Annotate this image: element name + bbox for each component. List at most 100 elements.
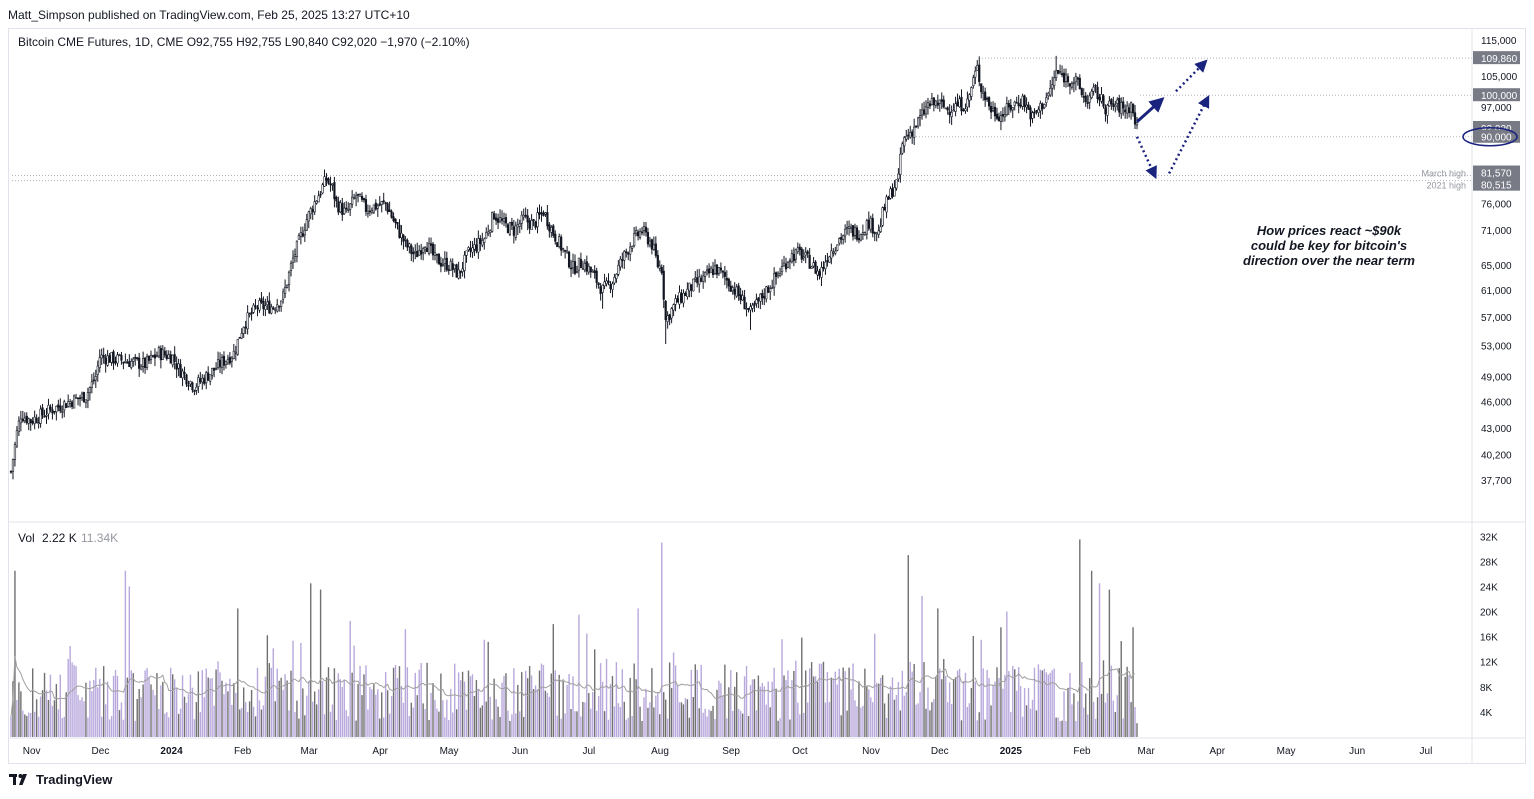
- volume-bar: [412, 707, 414, 737]
- volume-bar: [432, 683, 434, 737]
- volume-bar: [714, 719, 716, 737]
- volume-bar: [605, 658, 608, 737]
- volume-bar: [858, 681, 860, 737]
- volume-bar: [1057, 717, 1059, 737]
- volume-bar: [797, 702, 799, 737]
- volume-bar: [1128, 675, 1130, 737]
- volume-bar: [148, 676, 150, 737]
- candle-body: [562, 248, 565, 251]
- volume-bar: [1116, 695, 1118, 737]
- candle-body: [518, 223, 521, 227]
- volume-bar: [51, 705, 54, 737]
- candle-body: [94, 376, 97, 381]
- candle-body: [309, 208, 312, 215]
- volume-bar: [542, 664, 545, 737]
- candle-body: [23, 417, 26, 422]
- volume-bar: [617, 703, 620, 737]
- candle-body: [258, 300, 261, 311]
- volume-bar: [312, 701, 314, 737]
- volume-bar: [538, 670, 541, 737]
- volume-bar: [487, 641, 489, 737]
- volume-bar: [753, 679, 756, 737]
- volume-bar: [1120, 641, 1122, 737]
- volume-bar: [37, 716, 40, 737]
- volume-bar: [106, 681, 109, 737]
- volume-bar: [1037, 664, 1040, 737]
- volume-bar: [140, 697, 142, 737]
- candle-body: [216, 359, 220, 368]
- volume-bar: [1035, 710, 1038, 737]
- candle-body: [583, 263, 586, 271]
- candle-body: [917, 117, 920, 127]
- volume-bar: [883, 703, 886, 737]
- candle-body: [798, 246, 801, 250]
- candle-body: [1055, 70, 1058, 78]
- volume-bar: [396, 678, 399, 737]
- candle-body: [986, 98, 989, 100]
- volume-bar: [444, 717, 446, 737]
- volume-bar: [306, 695, 308, 737]
- volume-bar: [692, 696, 695, 737]
- volume-bar: [268, 663, 271, 737]
- volume-bar: [292, 640, 294, 737]
- volume-bar: [365, 665, 367, 737]
- candle-body: [199, 378, 202, 383]
- time-tick-label: Nov: [862, 746, 880, 757]
- volume-bar: [101, 716, 103, 737]
- volume-bar: [724, 664, 726, 737]
- candle-body: [1128, 107, 1131, 113]
- candle-body: [666, 315, 669, 322]
- volume-bar: [284, 674, 286, 737]
- candle-body: [887, 196, 890, 200]
- candle-body: [278, 305, 281, 308]
- candle-body: [287, 271, 291, 285]
- volume-bar: [560, 718, 562, 737]
- candle-body: [926, 102, 930, 108]
- volume-bar: [177, 713, 180, 737]
- candle-body: [222, 355, 226, 366]
- candle-body: [648, 240, 652, 246]
- volume-bar: [1053, 668, 1055, 737]
- volume-bar: [599, 663, 602, 737]
- volume-bar: [757, 675, 760, 737]
- candle-body: [246, 312, 249, 329]
- volume-bar: [907, 555, 909, 737]
- candle-body: [500, 218, 504, 221]
- candle-body: [420, 250, 423, 255]
- candle-body: [964, 108, 967, 112]
- volume-bar: [950, 703, 953, 737]
- candle-body: [942, 99, 945, 108]
- volume-bar: [885, 717, 888, 737]
- candle-body: [402, 234, 405, 242]
- candle-body: [615, 273, 618, 279]
- candle-body: [818, 271, 821, 277]
- volume-bar: [929, 710, 931, 737]
- candle-body: [846, 227, 849, 229]
- candle-body: [976, 65, 979, 71]
- candle-body: [652, 244, 655, 250]
- volume-bar: [761, 682, 764, 737]
- volume-bar: [519, 711, 521, 737]
- volume-bar: [1087, 714, 1089, 737]
- volume-tick-label: 16K: [1480, 633, 1498, 644]
- candle-body: [496, 218, 500, 223]
- volume-bar: [1002, 688, 1004, 737]
- volume-bar: [108, 719, 111, 737]
- candle-body: [116, 354, 119, 364]
- candle-body: [163, 350, 166, 356]
- volume-bar: [643, 697, 645, 737]
- volume-bar: [1043, 668, 1046, 737]
- volume-bar: [609, 683, 612, 737]
- candle-body: [950, 112, 953, 118]
- volume-bar: [248, 701, 251, 737]
- candle-body: [130, 361, 133, 368]
- volume-bar: [118, 710, 121, 737]
- candle-body: [224, 360, 228, 366]
- price-tag-label: 81,570: [1481, 169, 1512, 180]
- candle-body: [1066, 76, 1070, 83]
- volume-bar: [984, 719, 986, 737]
- candle-body: [875, 232, 878, 235]
- volume-bar: [690, 669, 693, 737]
- tradingview-footer[interactable]: TradingView: [9, 772, 112, 787]
